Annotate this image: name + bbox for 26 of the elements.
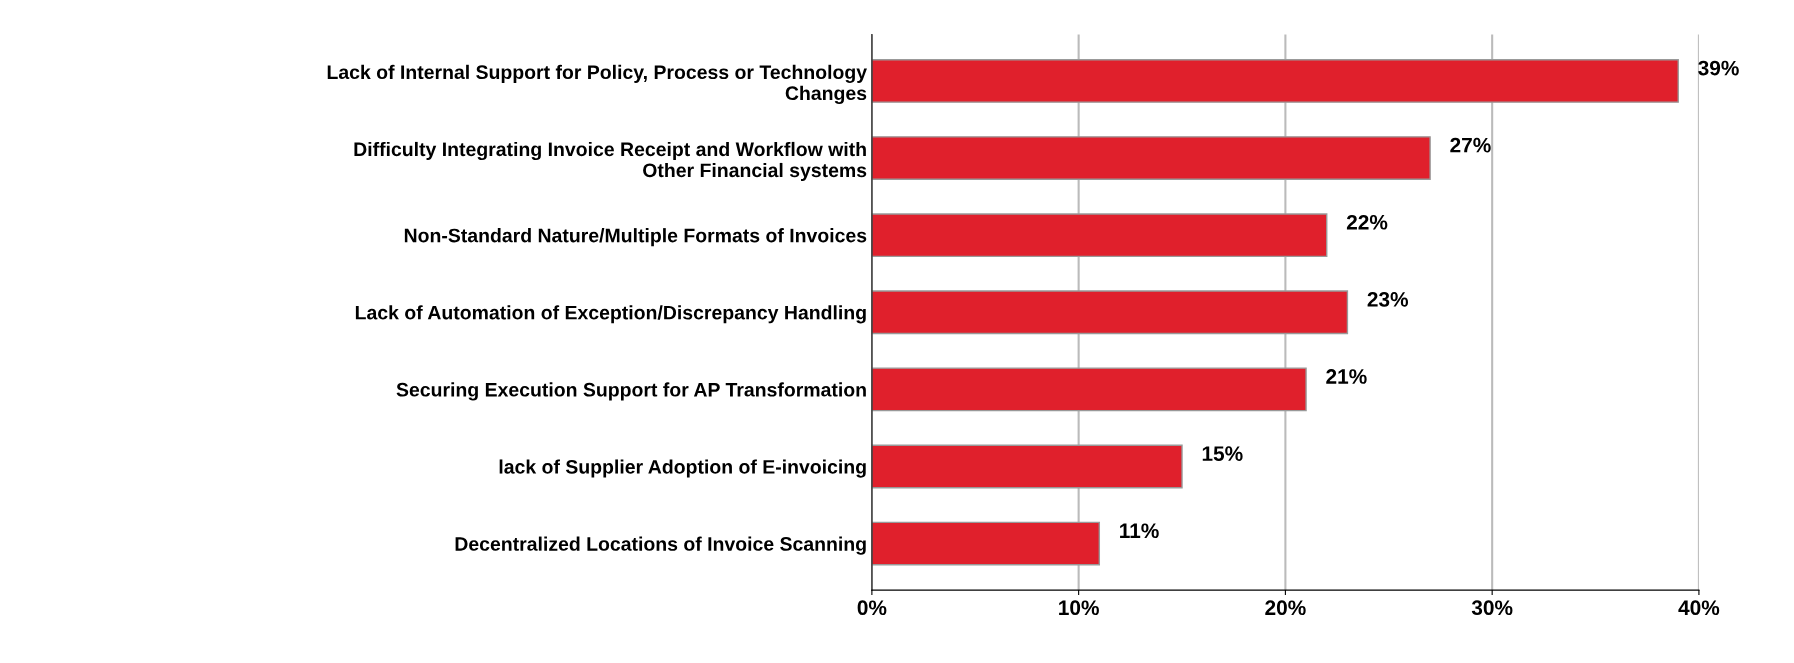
data-label: 15% <box>1202 446 1243 461</box>
y-tick-label: Non-Standard Nature/Multiple Formats of Invoices <box>404 228 867 247</box>
x-tick-label: 40% <box>1678 600 1720 616</box>
data-label: 23% <box>1367 292 1409 307</box>
y-tick-label: Securing Execution Support for AP Transformation <box>396 382 866 401</box>
data-label: 39% <box>1698 60 1739 76</box>
bar <box>871 136 1431 180</box>
bar <box>871 213 1328 258</box>
data-label: 22% <box>1346 214 1388 230</box>
x-tick-label: 0% <box>857 600 887 616</box>
x-tick-label: 10% <box>1059 600 1099 616</box>
x-tick-label: 30% <box>1471 600 1513 616</box>
y-tick-label: lack of Supplier Adoption of E-invoicing <box>499 459 866 478</box>
y-tick-label: Lack of Internal Support for Policy, Process or Technology Changes <box>327 64 867 105</box>
bar <box>871 521 1101 566</box>
y-tick-label: Decentralized Locations of Invoice Scanning <box>455 536 866 555</box>
data-label: 27% <box>1450 137 1491 153</box>
bar <box>871 367 1307 412</box>
data-label: 21% <box>1326 369 1367 384</box>
y-tick-label: Difficulty Integrating Invoice Receipt and Workflow with Other Financial systems <box>354 141 867 182</box>
bar <box>871 59 1679 103</box>
data-label: 11% <box>1120 523 1159 539</box>
x-tick-label: 20% <box>1265 600 1306 616</box>
bar <box>871 444 1183 489</box>
y-tick-label: Lack of Automation of Exception/Discrepancy Handling <box>355 305 866 324</box>
bar <box>871 290 1349 335</box>
